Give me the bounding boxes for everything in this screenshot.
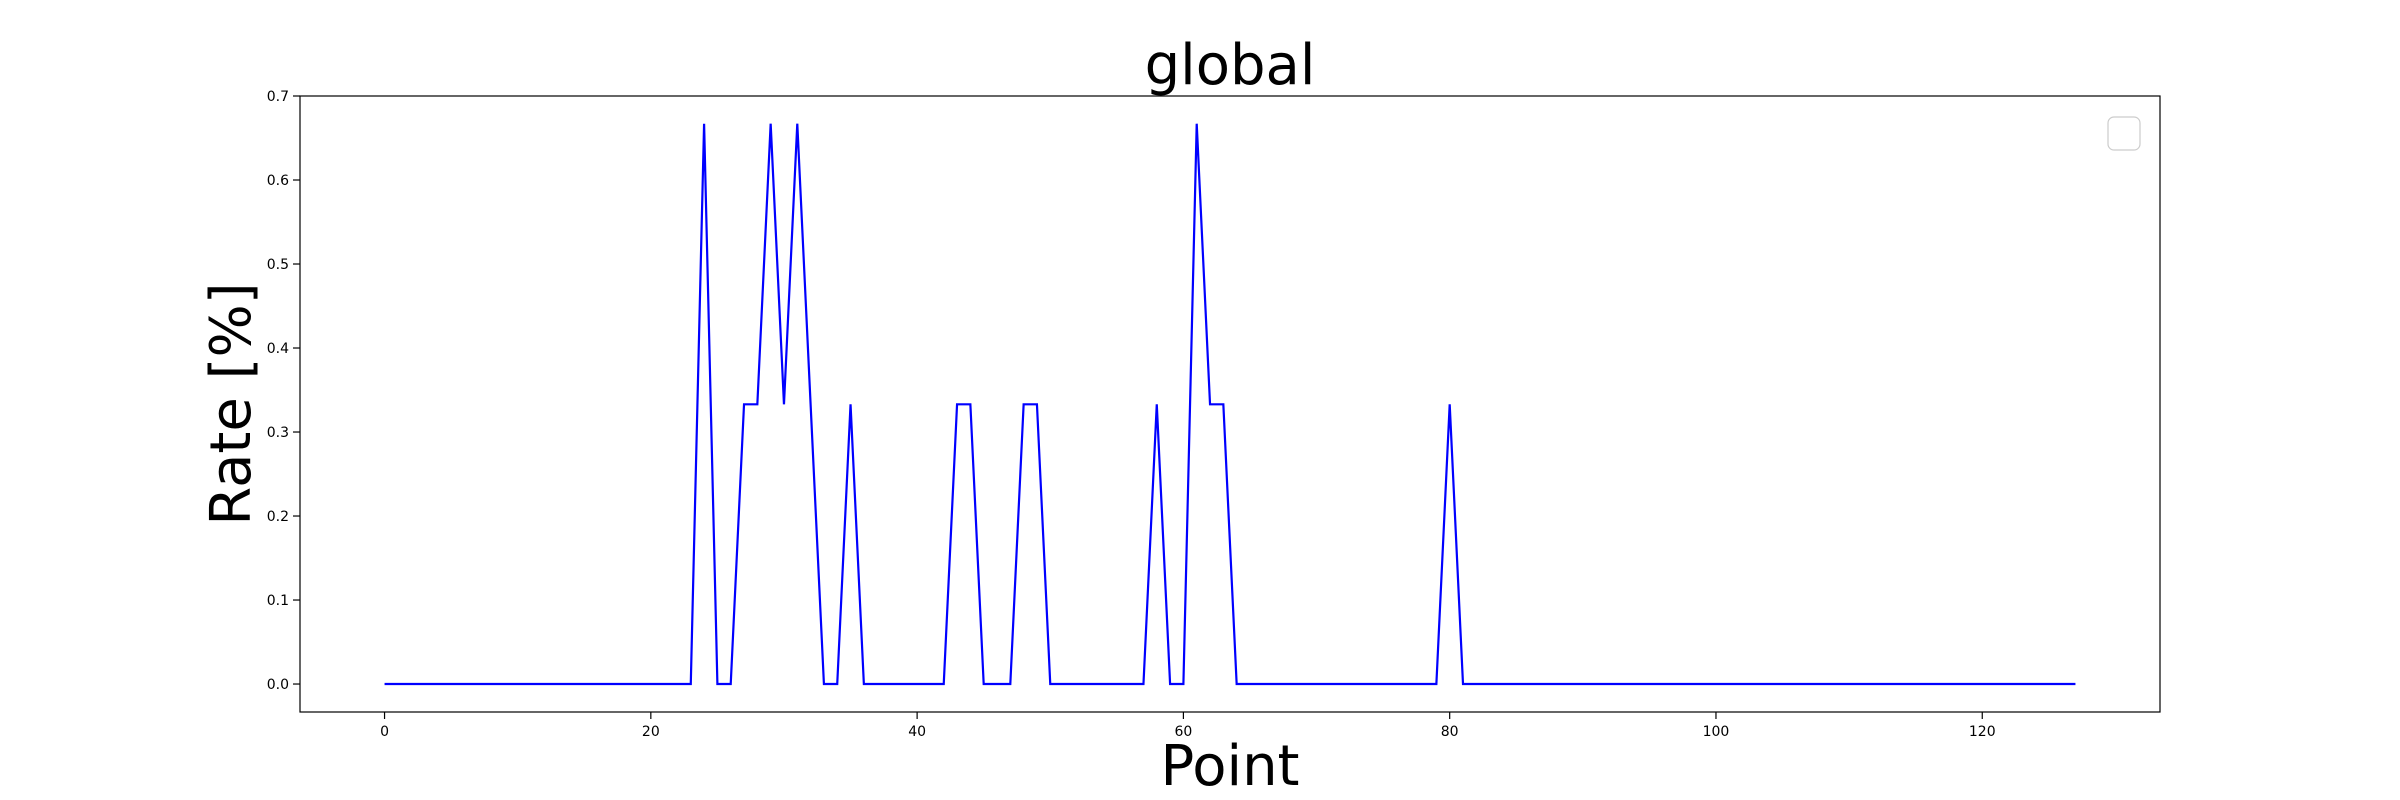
- y-tick-label: 0.1: [267, 593, 289, 609]
- y-tick-label: 0.3: [267, 425, 289, 441]
- x-tick-label: 120: [1969, 724, 1996, 740]
- y-axis-ticks: 0.0 0.1 0.2 0.3 0.4 0.5 0.6 0.7: [267, 89, 300, 693]
- x-tick-label: 20: [642, 724, 660, 740]
- x-axis-ticks: 0 20 40 60 80 100 120: [380, 712, 1996, 740]
- chart-title: global: [1145, 33, 1316, 98]
- y-tick-label: 0.4: [267, 341, 289, 357]
- y-tick-label: 0.2: [267, 509, 289, 525]
- y-tick-label: 0.6: [267, 173, 289, 189]
- y-tick-label: 0.7: [267, 89, 289, 105]
- x-axis-label: Point: [1160, 734, 1299, 799]
- y-tick-label: 0.0: [267, 677, 289, 693]
- x-tick-label: 0: [380, 724, 389, 740]
- x-tick-label: 60: [1174, 724, 1192, 740]
- y-tick-label: 0.5: [267, 257, 289, 273]
- legend-box: [2107, 116, 2141, 151]
- y-axis-label: Rate [%]: [199, 282, 264, 525]
- x-tick-label: 40: [908, 724, 926, 740]
- series-line: [384, 123, 2076, 686]
- x-tick-label: 100: [1703, 724, 1730, 740]
- x-tick-label: 80: [1441, 724, 1459, 740]
- plot-area: [299, 95, 2161, 713]
